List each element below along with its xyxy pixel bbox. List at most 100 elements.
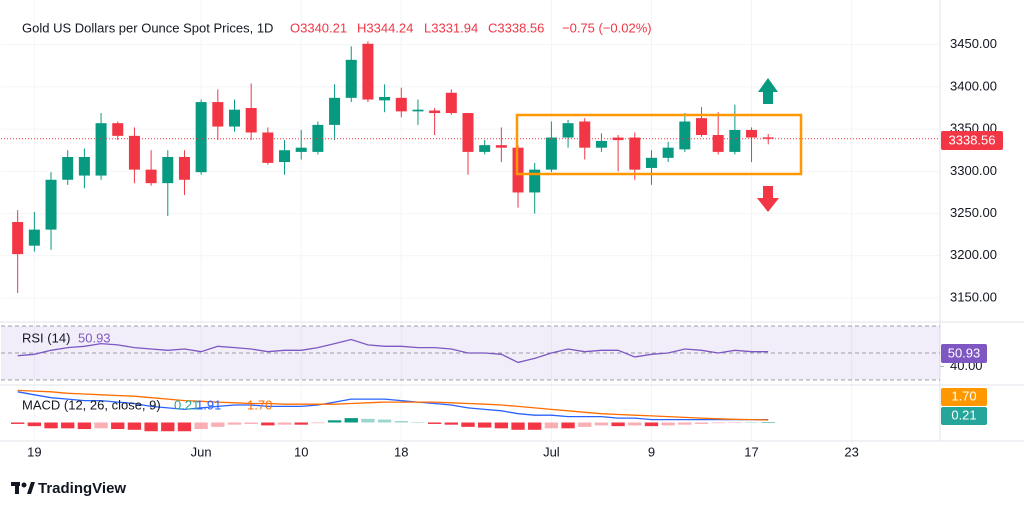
macd-histogram-bar xyxy=(127,422,142,430)
macd-histogram-bar xyxy=(628,422,642,426)
macd-histogram-bar xyxy=(528,422,542,430)
macd-histogram-bar xyxy=(744,422,759,423)
candle-body xyxy=(379,97,391,101)
x-tick-label: Jul xyxy=(543,444,560,459)
legend-open: O3340.21 xyxy=(290,20,347,35)
y-tick-label: 3400.00 xyxy=(950,78,997,93)
candle-body xyxy=(78,156,90,176)
candle-body xyxy=(429,110,441,114)
badge-bg xyxy=(941,388,987,406)
arrow-head xyxy=(758,78,778,92)
macd-histogram-bar xyxy=(461,422,475,427)
macd-histogram-bar xyxy=(661,422,675,426)
candle-body xyxy=(479,145,491,152)
candle-body xyxy=(28,229,40,246)
candle-body xyxy=(495,145,507,148)
legend-change: −0.75 (−0.02%) xyxy=(562,20,652,35)
macd-histogram-bar xyxy=(211,422,225,427)
badge-bg xyxy=(941,131,1003,150)
x-tick-label: 9 xyxy=(648,444,655,459)
macd-histogram-bar xyxy=(111,422,125,430)
badge-bg xyxy=(941,407,987,425)
rsi-badge: 50.93 xyxy=(941,344,987,363)
macd-histogram-bar xyxy=(344,418,358,423)
logo-part xyxy=(21,482,27,488)
candle-body xyxy=(145,169,157,184)
arrow-stem xyxy=(763,186,773,198)
badge-text: 3338.56 xyxy=(949,132,996,147)
candle-body xyxy=(195,102,207,173)
macd-histogram-bar xyxy=(177,422,192,432)
badge-bg xyxy=(941,344,987,363)
macd-histogram-bar xyxy=(678,422,692,425)
macd-histogram-bar xyxy=(27,422,42,427)
candle-body xyxy=(295,147,307,152)
candle-body xyxy=(12,222,24,255)
x-tick-label: 17 xyxy=(744,444,758,459)
macd-histogram-bar xyxy=(361,418,375,423)
candle-body xyxy=(312,124,324,152)
candle-body xyxy=(62,156,74,180)
range-box xyxy=(515,113,803,176)
hist-badge: 0.21 xyxy=(941,407,987,425)
candle-body xyxy=(579,121,591,148)
macd-histogram-bar xyxy=(144,422,158,432)
legend-close: C3338.56 xyxy=(488,20,544,35)
logo-part xyxy=(15,482,19,494)
macd-histogram-bar xyxy=(44,422,58,429)
macd-histogram-bar xyxy=(711,422,725,424)
chart-title: Gold US Dollars per Ounce Spot Prices, 1… xyxy=(22,20,273,35)
macd-title: MACD (12, 26, close, 9) xyxy=(22,397,161,412)
macd-histogram-bar xyxy=(427,422,442,424)
candle-body xyxy=(712,135,724,152)
macd-histogram-bar xyxy=(561,422,575,429)
macd-histogram-bar xyxy=(511,422,525,430)
candle-body xyxy=(262,132,274,163)
candle-body xyxy=(762,137,774,139)
y-tick-label: 3450.00 xyxy=(950,36,997,51)
x-tick-label: 19 xyxy=(27,444,41,459)
candle-body xyxy=(629,137,641,170)
macd-histogram-bar xyxy=(394,421,408,423)
macd-histogram-bar xyxy=(11,422,25,424)
macd-histogram-bar xyxy=(77,422,92,430)
macd-legend-hist: 0.21 xyxy=(174,397,199,412)
candle-body xyxy=(128,135,140,170)
candle-body xyxy=(95,123,107,176)
logo-part xyxy=(27,482,35,494)
candle-body xyxy=(545,137,557,170)
candle-body xyxy=(112,123,124,136)
candle-body xyxy=(662,147,674,158)
candle-body xyxy=(645,157,657,168)
brand-logo: TradingView xyxy=(11,480,126,497)
legend-low: L3331.94 xyxy=(424,20,478,35)
macd-histogram-bar xyxy=(611,422,625,427)
macd-histogram-bar xyxy=(478,422,492,428)
macd-histogram-bar xyxy=(194,422,208,430)
candle-body xyxy=(329,97,341,125)
signal-line xyxy=(17,389,769,421)
macd-histogram-bar xyxy=(277,422,292,425)
macd-histogram-bar xyxy=(494,422,509,429)
macd-histogram-bar xyxy=(311,422,325,424)
macd-histogram-bar xyxy=(161,422,175,432)
candle-body xyxy=(462,113,474,152)
y-tick-label: 3150.00 xyxy=(950,289,997,304)
y-tick-label: 3250.00 xyxy=(950,205,997,220)
candle-body xyxy=(529,169,541,193)
down-arrow xyxy=(757,186,779,212)
candle-body xyxy=(228,109,241,127)
rsi-legend-value: 50.93 xyxy=(78,330,111,345)
macd-histogram-bar xyxy=(411,422,425,423)
candle-body xyxy=(212,102,224,127)
candle-body xyxy=(695,118,708,136)
candle-body xyxy=(162,156,174,184)
x-tick-label: Jun xyxy=(191,444,212,459)
candle-body xyxy=(612,137,624,141)
macd-histogram-bar xyxy=(578,422,592,427)
macd-histogram-bar xyxy=(761,422,775,423)
brand-name: TradingView xyxy=(38,480,126,497)
macd-histogram-bar xyxy=(544,422,559,429)
badge-text: 50.93 xyxy=(948,345,981,360)
